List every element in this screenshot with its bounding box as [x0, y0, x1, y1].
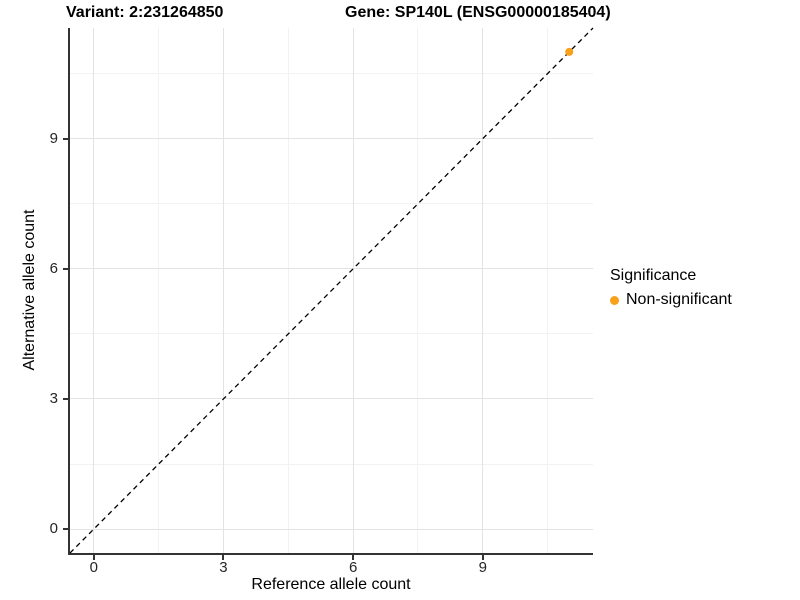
x-tick-label: 9 — [478, 559, 487, 576]
grid-minor-vertical — [287, 28, 289, 553]
x-tick-label: 6 — [348, 559, 358, 576]
legend: Significance Non-significant — [610, 267, 732, 309]
legend-point-icon — [610, 295, 619, 305]
grid-minor-horizontal — [70, 203, 593, 205]
grid-minor-horizontal — [70, 73, 593, 75]
y-tick-label: 3 — [49, 389, 58, 407]
grid-major-vertical — [482, 28, 484, 553]
x-axis-title: Reference allele count — [251, 576, 411, 593]
y-tick-mark — [63, 397, 68, 400]
grid-major-horizontal — [70, 268, 593, 270]
x-tick-mark — [222, 555, 225, 560]
grid-major-horizontal — [70, 138, 593, 140]
x-tick-mark — [92, 555, 95, 560]
grid-major-horizontal — [70, 398, 593, 400]
legend-title: Significance — [610, 267, 697, 284]
grid-minor-horizontal — [70, 333, 593, 335]
data-point — [565, 47, 574, 56]
gene-title: Gene: SP140L (ENSG00000185404) — [345, 4, 611, 21]
x-tick-label: 0 — [89, 559, 98, 576]
x-tick-mark — [481, 555, 484, 560]
y-axis-title: Alternative allele count — [21, 209, 38, 371]
identity-line — [69, 27, 594, 554]
x-tick-mark — [352, 555, 355, 560]
x-tick-label: 3 — [219, 559, 228, 576]
variant-title: Variant: 2:231264850 — [66, 4, 224, 21]
y-tick-label: 6 — [49, 259, 58, 277]
grid-minor-vertical — [417, 28, 419, 553]
y-tick-label: 9 — [49, 129, 58, 147]
grid-minor-vertical — [158, 28, 160, 553]
plot-panel — [68, 27, 594, 555]
plot-overlay — [69, 27, 594, 554]
y-tick-mark — [63, 137, 68, 140]
y-tick-mark — [63, 528, 68, 531]
legend-item-label: Non-significant — [626, 291, 732, 308]
y-tick-mark — [63, 267, 68, 270]
grid-major-vertical — [222, 28, 224, 553]
grid-major-vertical — [352, 28, 354, 553]
grid-major-horizontal — [70, 528, 593, 530]
grid-minor-horizontal — [70, 463, 593, 465]
legend-item-non-significant: Non-significant — [610, 291, 732, 309]
grid-major-vertical — [93, 28, 95, 553]
grid-minor-vertical — [547, 28, 549, 553]
y-tick-label: 0 — [49, 520, 58, 538]
